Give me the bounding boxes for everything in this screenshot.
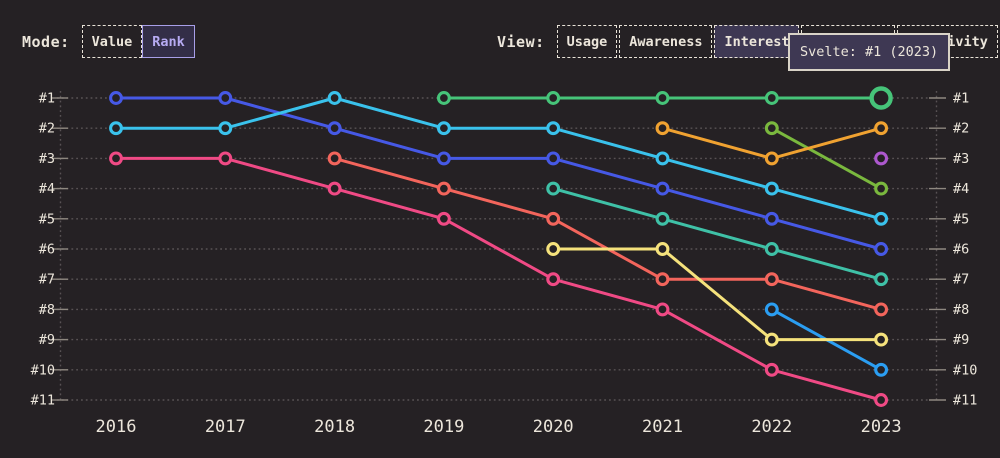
point-orange-2022[interactable] [764,151,779,166]
rank-label-right-9: #9 [953,332,969,348]
point-purple-2023[interactable] [874,151,889,166]
rank-label-left-8: #8 [39,302,55,318]
point-teal-2021[interactable] [655,211,670,226]
rank-label-right-11: #11 [953,393,977,409]
series-line-salmon[interactable] [333,156,883,311]
view-option-awareness[interactable]: Awareness [619,25,713,58]
series-line-yellow[interactable] [551,247,883,342]
point-cyan-2017[interactable] [218,121,233,136]
series-line-pink[interactable] [114,156,883,402]
rank-label-right-6: #6 [953,242,969,258]
year-label-2023: 2023 [861,417,902,437]
year-label-2016: 2016 [96,417,137,437]
point-svelte-2020[interactable] [546,91,561,105]
point-cyan-2021[interactable] [655,151,670,166]
series-line-indigo[interactable] [114,96,883,251]
point-salmon-2022[interactable] [764,272,779,287]
point-pink-2017[interactable] [218,151,233,166]
point-cyan-2022[interactable] [764,181,779,196]
point-cyan-2018[interactable] [327,91,342,105]
year-label-2020: 2020 [533,417,574,437]
rank-label-left-3: #3 [39,151,55,167]
rank-label-left-6: #6 [39,242,55,258]
point-yellow-2020[interactable] [546,242,561,256]
mode-button-group: Value Rank [81,25,195,58]
tooltip-text: Svelte: #1 (2023) [800,44,939,60]
rank-label-right-7: #7 [953,272,969,288]
point-cyan-2019[interactable] [436,121,451,136]
point-pink-2022[interactable] [764,362,779,377]
point-cyan-2016[interactable] [109,121,123,136]
point-indigo-2018[interactable] [327,121,342,136]
point-orange-2023[interactable] [874,121,889,136]
point-svelte-2022[interactable] [764,91,779,105]
rank-label-left-1: #1 [39,91,55,107]
series-line-olive-green[interactable] [770,126,883,191]
point-indigo-2017[interactable] [218,91,233,105]
rank-label-right-1: #1 [953,91,969,107]
mode-option-rank[interactable]: Rank [142,25,195,58]
rank-label-right-2: #2 [953,121,969,137]
series-line-cyan[interactable] [114,96,883,221]
point-yellow-2022[interactable] [764,332,779,347]
point-olive-green-2022[interactable] [764,121,779,136]
chart-tooltip: Svelte: #1 (2023) [788,33,951,71]
year-label-2021: 2021 [642,417,683,437]
point-sky-blue-2022[interactable] [764,302,779,317]
point-pink-2019[interactable] [436,211,451,226]
point-salmon-2019[interactable] [436,181,451,196]
rank-label-right-3: #3 [953,151,969,167]
point-salmon-2021[interactable] [655,272,670,287]
point-olive-green-2023[interactable] [874,181,889,196]
point-indigo-2019[interactable] [436,151,451,166]
rank-label-right-8: #8 [953,302,969,318]
rank-label-left-9: #9 [39,332,55,348]
point-orange-2021[interactable] [655,121,670,136]
rank-label-left-2: #2 [39,121,55,137]
point-yellow-2021[interactable] [655,242,670,256]
point-sky-blue-2023[interactable] [874,362,889,377]
view-option-usage[interactable]: Usage [556,25,618,58]
point-yellow-2023[interactable] [874,332,889,347]
point-indigo-2020[interactable] [546,151,561,166]
view-label: View: [497,32,545,51]
point-teal-2020[interactable] [546,181,561,196]
point-salmon-2018[interactable] [327,151,342,166]
point-indigo-2022[interactable] [764,211,779,226]
year-label-2017: 2017 [205,417,246,437]
mode-option-value[interactable]: Value [81,25,143,58]
rank-label-right-10: #10 [953,362,977,378]
rank-label-right-4: #4 [953,181,969,197]
point-salmon-2023[interactable] [874,302,889,317]
series-line-teal[interactable] [551,187,883,281]
highlighted-point-svelte-2023[interactable] [869,86,893,110]
rank-label-left-7: #7 [39,272,55,288]
mode-toggle: Mode: Value Rank [22,25,195,58]
point-cyan-2020[interactable] [546,121,561,136]
rank-label-left-11: #11 [31,393,55,409]
point-pink-2018[interactable] [327,181,342,196]
year-label-2019: 2019 [423,417,464,437]
mode-label: Mode: [22,32,70,51]
point-indigo-2021[interactable] [655,181,670,196]
point-indigo-2016[interactable] [109,91,123,105]
point-pink-2020[interactable] [546,272,561,287]
year-label-2022: 2022 [751,417,792,437]
point-pink-2023[interactable] [874,393,889,407]
point-cyan-2023[interactable] [874,211,889,226]
point-indigo-2023[interactable] [874,242,889,256]
point-salmon-2020[interactable] [546,211,561,226]
point-svelte-2021[interactable] [655,91,670,105]
point-pink-2021[interactable] [655,302,670,317]
rank-label-left-5: #5 [39,211,55,227]
rank-label-left-4: #4 [39,181,55,197]
rank-label-right-5: #5 [953,211,969,227]
year-label-2018: 2018 [314,417,355,437]
point-pink-2016[interactable] [109,151,123,166]
point-teal-2022[interactable] [764,242,779,256]
point-svelte-2019[interactable] [436,91,451,105]
point-teal-2023[interactable] [874,272,889,287]
rank-label-left-10: #10 [31,362,55,378]
